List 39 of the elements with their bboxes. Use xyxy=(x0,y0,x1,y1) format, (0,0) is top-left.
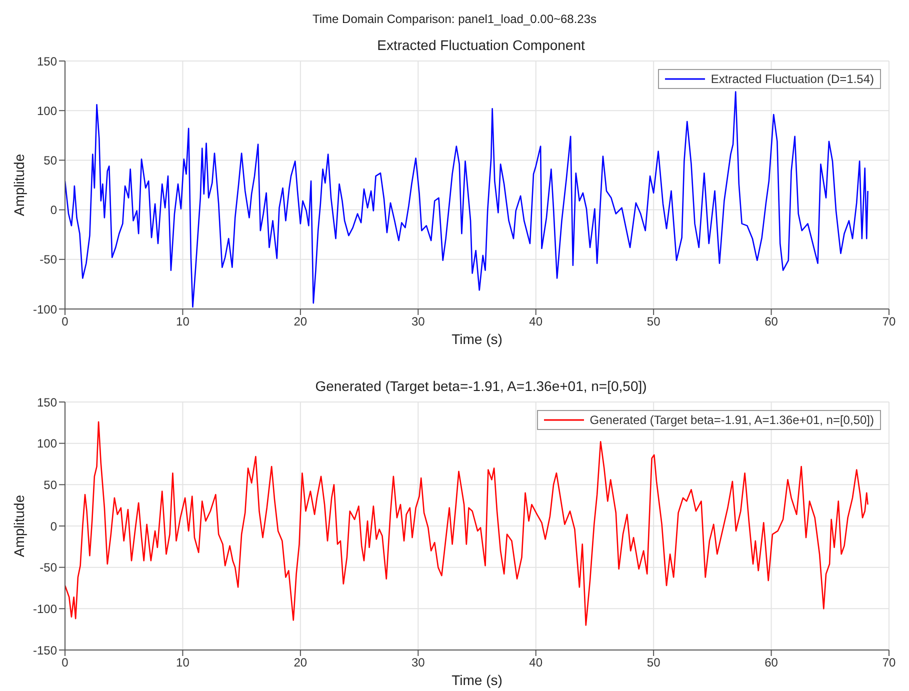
x-tick-label: 40 xyxy=(529,656,543,670)
y-tick-label: 150 xyxy=(36,54,58,68)
y-axis-title: Amplitude xyxy=(10,154,27,216)
y-tick-label: -150 xyxy=(32,643,58,658)
y-tick-label: 0 xyxy=(50,519,58,534)
y-tick-label: 0 xyxy=(50,203,58,218)
y-axis-title: Amplitude xyxy=(10,494,27,558)
legend-label: Generated (Target beta=-1.91, A=1.36e+01, n=[0,50]) xyxy=(590,412,874,428)
chart-title: Extracted Fluctuation Component xyxy=(376,37,586,53)
y-tick-label: 150 xyxy=(36,395,58,410)
x-tick-label: 40 xyxy=(529,314,543,329)
x-tick-label: 20 xyxy=(294,314,308,329)
y-tick-label: -100 xyxy=(32,302,58,316)
x-tick-label: 60 xyxy=(764,656,778,670)
y-tick-label: -50 xyxy=(40,560,58,575)
y-tick-label: -50 xyxy=(40,252,58,267)
x-tick-label: 60 xyxy=(764,314,778,329)
text: Time Domain Comparison: panel1_load_0.00~68.23s xyxy=(311,12,598,26)
x-tick-label: 70 xyxy=(882,314,896,329)
x-tick-label: 0 xyxy=(62,314,69,329)
x-tick-label: 30 xyxy=(411,656,426,670)
x-tick-label: 30 xyxy=(411,314,426,329)
y-tick-label: -100 xyxy=(32,602,58,616)
line-series xyxy=(65,91,868,308)
x-axis-title: Time (s) xyxy=(452,331,502,347)
x-tick-label: 10 xyxy=(176,314,190,329)
y-tick-label: 100 xyxy=(36,104,58,118)
x-tick-label: 0 xyxy=(62,656,69,670)
legend-label: Extracted Fluctuation (D=1.54) xyxy=(710,71,874,87)
x-axis-title: Time (s) xyxy=(452,672,502,688)
x-tick-label: 50 xyxy=(646,656,661,670)
chart-title: Generated (Target beta=-1.91, A=1.36e+01, n=[0,50]) xyxy=(314,378,648,394)
x-tick-label: 70 xyxy=(882,656,896,670)
x-tick-label: 20 xyxy=(294,656,308,670)
y-tick-label: 50 xyxy=(44,153,58,168)
y-tick-label: 100 xyxy=(36,436,58,451)
y-tick-label: 50 xyxy=(44,478,58,492)
x-tick-label: 10 xyxy=(176,656,190,670)
x-tick-label: 50 xyxy=(646,314,661,329)
